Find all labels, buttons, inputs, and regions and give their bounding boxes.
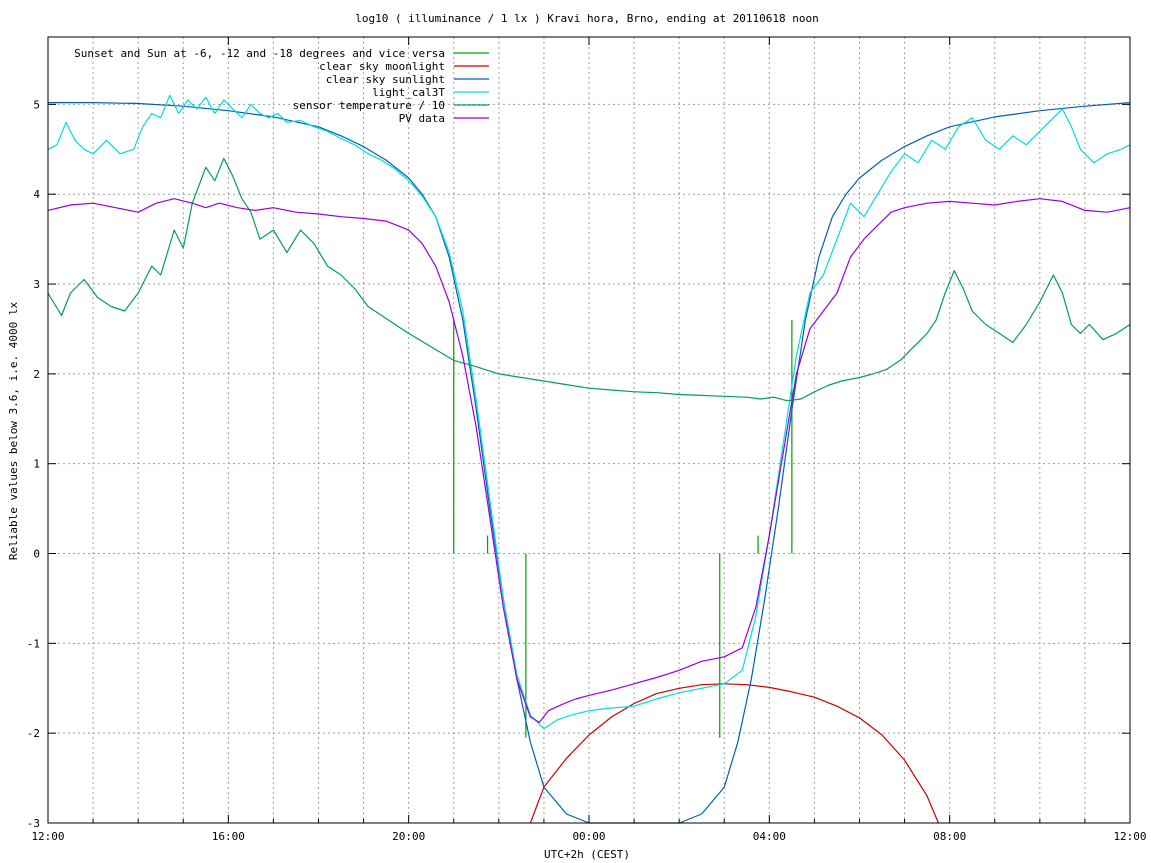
y-tick-label: -2 — [27, 727, 40, 740]
y-tick-label: 1 — [33, 458, 40, 471]
y-tick-label: 4 — [33, 188, 40, 201]
x-tick-label: 12:00 — [31, 830, 64, 843]
y-tick-label: 3 — [33, 278, 40, 291]
y-tick-label: 5 — [33, 98, 40, 111]
x-axis-label: UTC+2h (CEST) — [544, 848, 630, 861]
x-tick-label: 08:00 — [933, 830, 966, 843]
legend-entry-label: clear sky moonlight — [319, 60, 445, 73]
y-tick-label: -3 — [27, 817, 40, 830]
series-line-4 — [47, 157, 1131, 402]
legend: Sunset and Sun at -6, -12 and -18 degree… — [74, 47, 489, 125]
x-tick-label: 16:00 — [212, 830, 245, 843]
series-line-3 — [47, 94, 1131, 730]
y-axis-label: Reliable values below 3.6, i.e. 4000 lx — [7, 301, 20, 560]
y-tick-label: -1 — [27, 637, 40, 650]
x-tick-label: 12:00 — [1113, 830, 1146, 843]
series-line-2 — [48, 102, 1131, 824]
x-tick-label: 00:00 — [572, 830, 605, 843]
series-line-1 — [529, 683, 939, 824]
legend-entry-label: clear sky sunlight — [326, 73, 445, 86]
y-tick-label: 2 — [33, 368, 40, 381]
legend-entry-label: Sunset and Sun at -6, -12 and -18 degree… — [74, 47, 445, 60]
legend-entry-label: light_cal3T — [372, 86, 445, 99]
series-line-5 — [47, 198, 1131, 723]
series-layer — [47, 94, 1131, 824]
axis-ticks: 12:00 16:00 20:00 00:00 04:00 08:00 12:00-3-2-… — [27, 37, 1147, 843]
x-tick-label: 04:00 — [753, 830, 786, 843]
x-tick-label: 20:00 — [392, 830, 425, 843]
legend-entry-label: PV data — [399, 112, 445, 125]
legend-entry-label: sensor temperature / 10 — [293, 99, 445, 112]
chart-title: log10 ( illuminance / 1 lx ) Kravi hora,… — [355, 12, 819, 25]
y-tick-label: 0 — [33, 548, 40, 561]
